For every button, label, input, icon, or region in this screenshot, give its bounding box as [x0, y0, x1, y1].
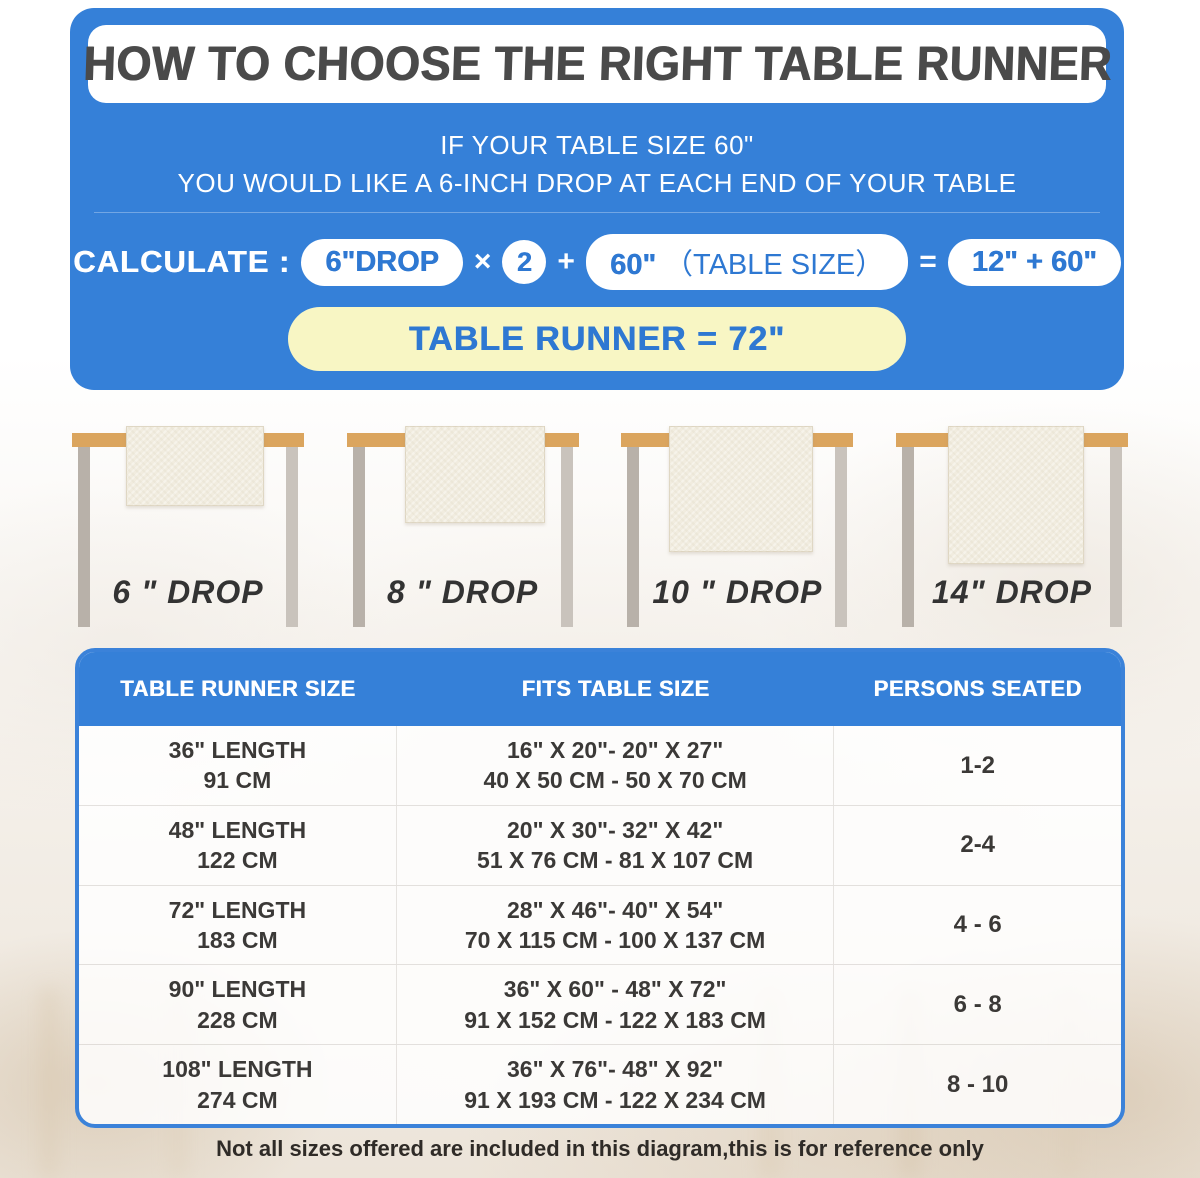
fits-inches: 28" X 46"- 40" X 54"	[506, 896, 724, 923]
runner-length-cm: 122 CM	[197, 847, 278, 874]
runner-size-cell: 48" LENGTH 122 CM	[79, 805, 397, 885]
persons-cell: 6 - 8	[953, 990, 1002, 1018]
page-title: HOW TO CHOOSE THE RIGHT TABLE RUNNER	[81, 35, 1113, 91]
header-table-runner-size: TABLE RUNNER SIZE	[120, 676, 356, 701]
runner-size-cell: 108" LENGTH 274 CM	[79, 1045, 397, 1124]
fits-size-cell: 36" X 60" - 48" X 72" 91 X 152 CM - 122 …	[397, 965, 835, 1045]
table-row: 36" LENGTH 91 CM 16" X 20"- 20" X 27" 40…	[79, 726, 1121, 805]
fits-inches: 16" X 20"- 20" X 27"	[506, 737, 724, 764]
table-row: 90" LENGTH 228 CM 36" X 60" - 48" X 72" …	[79, 964, 1121, 1045]
table-row: 108" LENGTH 274 CM 36" X 76"- 48" X 92" …	[79, 1044, 1121, 1124]
drop-value-pill: 6"DROP	[301, 238, 463, 286]
table-illustration-8-drop: 8 " DROP	[345, 426, 581, 630]
table-illustration-14-drop: 14" DROP	[894, 426, 1130, 630]
fits-cm: 40 X 50 CM - 50 X 70 CM	[483, 767, 747, 794]
size-chart-header-row: TABLE RUNNER SIZE FITS TABLE SIZE PERSON…	[79, 652, 1121, 726]
table-row: 48" LENGTH 122 CM 20" X 30"- 32" X 42" 5…	[79, 804, 1121, 885]
runner-length-cm: 228 CM	[197, 1006, 278, 1033]
fits-cm: 51 X 76 CM - 81 X 107 CM	[477, 847, 754, 874]
runner-size-cell: 72" LENGTH 183 CM	[79, 885, 397, 965]
table-leg-right	[1109, 447, 1122, 627]
size-chart-table: TABLE RUNNER SIZE FITS TABLE SIZE PERSON…	[75, 648, 1125, 1128]
subtitle-line-1: IF YOUR TABLE SIZE 60"	[440, 130, 754, 160]
fits-cm: 91 X 193 CM - 122 X 234 CM	[464, 1086, 766, 1113]
equals-sign: =	[919, 245, 937, 278]
fits-size-cell: 20" X 30"- 32" X 42" 51 X 76 CM - 81 X 1…	[397, 805, 835, 885]
runner-drape	[404, 426, 545, 523]
sum-pill: 12" + 60"	[947, 238, 1121, 286]
runner-length-cm: 91 CM	[203, 767, 272, 794]
fits-inches: 36" X 60" - 48" X 72"	[503, 976, 727, 1003]
table-leg-left	[627, 447, 640, 627]
runner-drape	[947, 426, 1084, 564]
header-persons-seated: PERSONS SEATED	[873, 676, 1082, 701]
table-leg-right	[835, 447, 848, 627]
table-leg-left	[352, 447, 365, 627]
runner-length: 108" LENGTH	[162, 1056, 313, 1083]
multiplier-circle: 2	[502, 240, 547, 284]
table-illustration-6-drop: 6 " DROP	[70, 426, 306, 630]
drop-illustrations-row: 6 " DROP 8 " DROP 10 " DROP 14" DROP	[70, 426, 1130, 630]
table-size-note: （TABLE SIZE）	[664, 249, 885, 281]
header-banner: HOW TO CHOOSE THE RIGHT TABLE RUNNER IF …	[70, 8, 1124, 390]
table-row: 72" LENGTH 183 CM 28" X 46"- 40" X 54" 7…	[79, 884, 1121, 965]
runner-length: 36" LENGTH	[168, 737, 307, 764]
runner-length: 72" LENGTH	[168, 896, 307, 923]
persons-cell: 1-2	[960, 751, 996, 779]
runner-size-cell: 36" LENGTH 91 CM	[79, 726, 397, 805]
drop-label: 10 " DROP	[652, 574, 823, 610]
subtitle-line-2: YOU WOULD LIKE A 6-INCH DROP AT EACH END…	[177, 168, 1017, 198]
banner-divider	[94, 212, 1100, 213]
calculate-label: CALCULATE :	[73, 244, 291, 279]
table-leg-left	[901, 447, 914, 627]
multiply-sign: ×	[473, 245, 492, 278]
fits-inches: 36" X 76"- 48" X 92"	[506, 1056, 724, 1083]
table-leg-right	[560, 447, 573, 627]
plus-sign: +	[557, 245, 575, 278]
persons-cell: 8 - 10	[947, 1070, 1009, 1098]
fits-cm: 70 X 115 CM - 100 X 137 CM	[464, 926, 766, 953]
fits-size-cell: 16" X 20"- 20" X 27" 40 X 50 CM - 50 X 7…	[397, 726, 835, 805]
fits-size-cell: 28" X 46"- 40" X 54" 70 X 115 CM - 100 X…	[397, 885, 835, 965]
runner-size-cell: 90" LENGTH 228 CM	[79, 965, 397, 1045]
size-chart-body: 36" LENGTH 91 CM 16" X 20"- 20" X 27" 40…	[79, 726, 1121, 1124]
result-highlight-pill: TABLE RUNNER = 72"	[288, 307, 906, 371]
runner-length: 48" LENGTH	[168, 816, 307, 843]
runner-length-cm: 274 CM	[197, 1086, 278, 1113]
drop-label: 14" DROP	[931, 574, 1093, 610]
persons-cell: 2-4	[960, 831, 996, 859]
header-fits-table-size: FITS TABLE SIZE	[521, 676, 710, 701]
table-illustration-10-drop: 10 " DROP	[619, 426, 855, 630]
runner-length-cm: 183 CM	[197, 926, 278, 953]
fits-cm: 91 X 152 CM - 122 X 183 CM	[464, 1006, 766, 1033]
table-size-value: 60"	[609, 249, 656, 281]
fits-size-cell: 36" X 76"- 48" X 92" 91 X 193 CM - 122 X…	[397, 1045, 835, 1124]
calculation-row: CALCULATE : 6"DROP × 2 + 60" （TABLE SIZE…	[70, 234, 1124, 290]
title-box: HOW TO CHOOSE THE RIGHT TABLE RUNNER	[82, 25, 1112, 103]
table-size-pill: 60" （TABLE SIZE）	[585, 234, 909, 290]
drop-label: 6 " DROP	[112, 574, 264, 610]
runner-drape	[669, 426, 814, 552]
table-leg-right	[286, 447, 298, 627]
persons-cell: 4 - 6	[953, 911, 1002, 939]
fits-inches: 20" X 30"- 32" X 42"	[506, 816, 724, 843]
reference-footnote: Not all sizes offered are included in th…	[216, 1136, 984, 1161]
table-leg-left	[78, 447, 90, 627]
drop-label: 8 " DROP	[387, 574, 539, 610]
runner-length: 90" LENGTH	[168, 976, 307, 1003]
runner-drape	[126, 426, 264, 506]
